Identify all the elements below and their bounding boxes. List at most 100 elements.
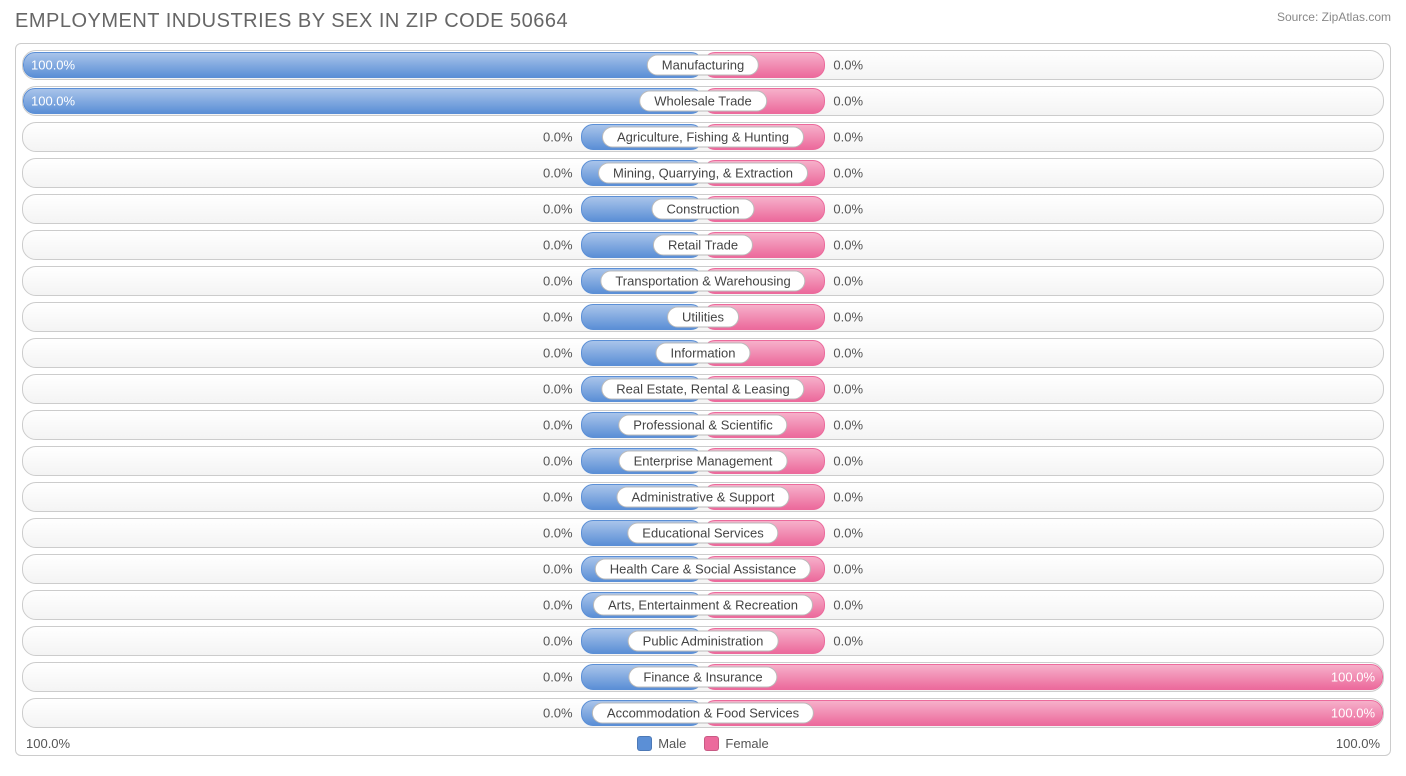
male-value: 0.0% [543, 598, 573, 613]
male-value: 0.0% [543, 670, 573, 685]
female-value: 100.0% [1331, 670, 1375, 685]
female-value: 0.0% [833, 238, 863, 253]
category-label: Public Administration [628, 631, 779, 652]
male-value: 0.0% [543, 526, 573, 541]
male-value: 0.0% [543, 166, 573, 181]
legend-male: Male [637, 736, 686, 751]
category-label: Health Care & Social Assistance [595, 559, 811, 580]
female-half: 0.0% [703, 303, 1383, 331]
male-value: 0.0% [543, 490, 573, 505]
legend-female: Female [704, 736, 768, 751]
legend-male-swatch [637, 736, 652, 751]
chart-row: 0.0%0.0%Real Estate, Rental & Leasing [22, 374, 1384, 404]
male-bar [23, 52, 703, 78]
category-label: Agriculture, Fishing & Hunting [602, 127, 804, 148]
female-half: 100.0% [703, 663, 1383, 691]
male-value: 0.0% [543, 346, 573, 361]
male-value: 100.0% [31, 94, 75, 109]
chart-title: EMPLOYMENT INDUSTRIES BY SEX IN ZIP CODE… [15, 10, 568, 33]
male-value: 0.0% [543, 310, 573, 325]
male-value: 0.0% [543, 562, 573, 577]
male-half: 0.0% [23, 231, 703, 259]
male-half: 100.0% [23, 51, 703, 79]
male-half: 0.0% [23, 411, 703, 439]
male-value: 0.0% [543, 418, 573, 433]
female-half: 0.0% [703, 519, 1383, 547]
male-value: 0.0% [543, 202, 573, 217]
chart-row: 0.0%0.0%Mining, Quarrying, & Extraction [22, 158, 1384, 188]
female-half: 0.0% [703, 375, 1383, 403]
male-half: 0.0% [23, 447, 703, 475]
female-value: 100.0% [1331, 706, 1375, 721]
legend: Male Female [70, 736, 1336, 751]
male-value: 0.0% [543, 634, 573, 649]
female-half: 0.0% [703, 231, 1383, 259]
female-value: 0.0% [833, 130, 863, 145]
male-value: 0.0% [543, 382, 573, 397]
category-label: Real Estate, Rental & Leasing [601, 379, 804, 400]
chart-row: 0.0%0.0%Professional & Scientific [22, 410, 1384, 440]
chart-row: 0.0% 0.0% Enterprise Management [22, 446, 1384, 476]
female-value: 0.0% [833, 310, 863, 325]
female-value: 0.0% [833, 490, 863, 505]
female-value: 0.0% [833, 634, 863, 649]
chart-row: 100.0% 0.0% Wholesale Trade [22, 86, 1384, 116]
female-bar [703, 664, 1383, 690]
chart-row: 0.0% 0.0% Educational Services [22, 518, 1384, 548]
category-label: Accommodation & Food Services [592, 703, 814, 724]
category-label: Educational Services [627, 523, 778, 544]
female-half: 0.0% [703, 447, 1383, 475]
female-value: 0.0% [833, 94, 863, 109]
chart-row: 0.0% 0.0% Construction [22, 194, 1384, 224]
category-label: Wholesale Trade [639, 91, 767, 112]
chart-row: 0.0% 0.0% Information [22, 338, 1384, 368]
chart-row: 0.0%100.0%Finance & Insurance [22, 662, 1384, 692]
male-half: 0.0% [23, 627, 703, 655]
category-label: Utilities [667, 307, 739, 328]
female-half: 0.0% [703, 195, 1383, 223]
category-label: Enterprise Management [619, 451, 788, 472]
female-value: 0.0% [833, 526, 863, 541]
male-half: 100.0% [23, 87, 703, 115]
male-half: 0.0% [23, 663, 703, 691]
male-half: 0.0% [23, 123, 703, 151]
chart-row: 0.0% 0.0% Arts, Entertainment & Recreation [22, 590, 1384, 620]
axis-right-label: 100.0% [1336, 736, 1380, 751]
female-value: 0.0% [833, 454, 863, 469]
category-label: Professional & Scientific [618, 415, 787, 436]
chart-footer: 100.0% Male Female 100.0% [22, 734, 1384, 751]
axis-left-label: 100.0% [26, 736, 70, 751]
category-label: Retail Trade [653, 235, 753, 256]
chart-row: 0.0% 0.0% Retail Trade [22, 230, 1384, 260]
chart-row: 100.0%0.0%Manufacturing [22, 50, 1384, 80]
female-value: 0.0% [833, 166, 863, 181]
category-label: Transportation & Warehousing [600, 271, 805, 292]
female-value: 0.0% [833, 202, 863, 217]
female-half: 0.0% [703, 339, 1383, 367]
chart-header: EMPLOYMENT INDUSTRIES BY SEX IN ZIP CODE… [15, 10, 1391, 33]
legend-male-label: Male [658, 736, 686, 751]
female-half: 0.0% [703, 411, 1383, 439]
chart-row: 0.0% 100.0% Accommodation & Food Services [22, 698, 1384, 728]
male-half: 0.0% [23, 339, 703, 367]
chart-row: 0.0% 0.0% Public Administration [22, 626, 1384, 656]
category-label: Information [655, 343, 750, 364]
female-value: 0.0% [833, 346, 863, 361]
male-value: 0.0% [543, 706, 573, 721]
male-value: 0.0% [543, 130, 573, 145]
female-half: 0.0% [703, 627, 1383, 655]
chart-source: Source: ZipAtlas.com [1277, 10, 1391, 24]
legend-female-label: Female [725, 736, 768, 751]
chart-row: 0.0% 0.0% Utilities [22, 302, 1384, 332]
male-value: 0.0% [543, 274, 573, 289]
category-label: Administrative & Support [616, 487, 789, 508]
female-value: 0.0% [833, 598, 863, 613]
female-half: 0.0% [703, 51, 1383, 79]
chart-area: 100.0%0.0%Manufacturing100.0%0.0%Wholesa… [15, 43, 1391, 756]
male-half: 0.0% [23, 483, 703, 511]
male-value: 0.0% [543, 238, 573, 253]
male-value: 0.0% [543, 454, 573, 469]
category-label: Arts, Entertainment & Recreation [593, 595, 813, 616]
female-half: 0.0% [703, 123, 1383, 151]
category-label: Construction [652, 199, 755, 220]
